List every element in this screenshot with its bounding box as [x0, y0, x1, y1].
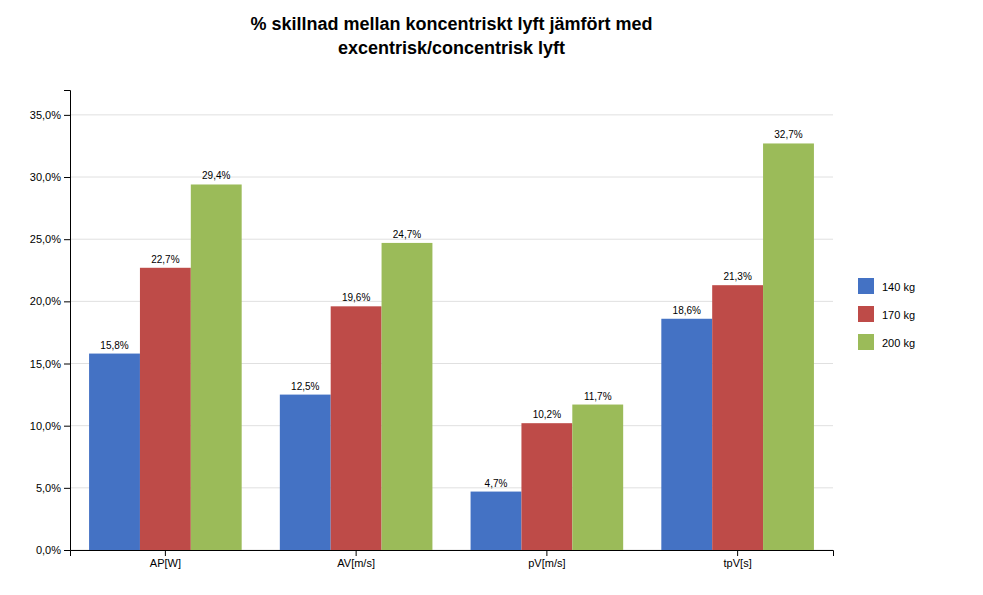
bar — [280, 395, 331, 550]
y-tick: 30,0% — [30, 171, 70, 183]
title: % skillnad mellan koncentriskt lyft jämf… — [250, 14, 652, 58]
y-axis: 0,0% 5,0% 10,0% 15,0% 20,0% 25,0% 30,0% 35,0% — [30, 91, 71, 557]
y-tick: 35,0% — [30, 109, 70, 121]
y-tick-mark — [64, 488, 70, 489]
x-axis-line — [71, 551, 834, 557]
grid-line — [70, 114, 833, 115]
y-tick: 10,0% — [30, 420, 70, 432]
legend-item: 170 kg — [858, 306, 915, 322]
plot: 15,8% 12,5% 4,7% 18,6% 22,7% 19,6% 10,2% 21,3% 2… — [30, 91, 834, 569]
data-label: 19,6% — [342, 292, 370, 303]
data-label: 21,3% — [723, 271, 751, 282]
bar — [89, 354, 140, 550]
data-label: 10,2% — [533, 409, 561, 420]
x-tick-mark — [737, 550, 738, 556]
legend-swatch — [858, 278, 874, 294]
y-tick-label: 10,0% — [30, 420, 61, 432]
x-tick: AV[m/s] — [337, 550, 375, 569]
legend-label: 200 kg — [882, 337, 915, 349]
data-label: 24,7% — [393, 229, 421, 240]
y-tick-mark — [64, 550, 70, 551]
grid — [70, 115, 833, 550]
data-label: 22,7% — [151, 254, 179, 265]
y-tick-label: 5,0% — [36, 482, 61, 494]
data-label: 18,6% — [673, 305, 701, 316]
y-axis-line — [64, 91, 71, 551]
bar — [521, 423, 572, 550]
y-tick-label: 25,0% — [30, 233, 61, 245]
y-tick-mark — [64, 301, 70, 302]
y-tick-label: 30,0% — [30, 171, 61, 183]
data-label: 32,7% — [774, 129, 802, 140]
y-tick: 25,0% — [30, 233, 70, 245]
x-tick-label: tpV[s] — [724, 557, 752, 569]
bar — [331, 306, 382, 550]
y-tick: 15,0% — [30, 358, 70, 370]
y-tick: 5,0% — [36, 482, 70, 494]
x-tick: AP[W] — [150, 550, 181, 569]
legend: 140 kg 170 kg 200 kg — [858, 278, 915, 350]
y-tick-label: 20,0% — [30, 295, 61, 307]
y-tick: 20,0% — [30, 295, 70, 307]
legend-item: 200 kg — [858, 334, 915, 350]
grid-line — [70, 177, 833, 178]
title-line: % skillnad mellan koncentriskt lyft jämf… — [250, 14, 652, 34]
y-tick-mark — [64, 115, 70, 116]
x-tick-label: pV[m/s] — [528, 557, 565, 569]
legend-swatch — [858, 306, 874, 322]
data-label: 11,7% — [584, 391, 612, 402]
x-axis: AP[W] AV[m/s] pV[m/s] tpV[s] — [71, 550, 834, 569]
bars — [89, 143, 814, 550]
legend-swatch — [858, 334, 874, 350]
title-line: excentrisk/concentrisk lyft — [338, 38, 565, 58]
bar — [140, 268, 191, 550]
y-tick-label: 0,0% — [36, 544, 61, 556]
data-label: 4,7% — [485, 478, 508, 489]
bar — [763, 143, 814, 550]
y-tick-mark — [64, 364, 70, 365]
data-labels: 15,8% 12,5% 4,7% 18,6% 22,7% 19,6% 10,2% 21,3% 2… — [100, 129, 802, 488]
y-tick: 0,0% — [36, 544, 70, 556]
data-label: 12,5% — [291, 381, 319, 392]
chart: % skillnad mellan koncentriskt lyft jämf… — [0, 0, 983, 595]
data-label: 29,4% — [202, 170, 230, 181]
bar — [661, 319, 712, 550]
y-tick-mark — [64, 177, 70, 178]
bar — [471, 492, 522, 550]
y-tick-mark — [64, 239, 70, 240]
legend-label: 170 kg — [882, 309, 915, 321]
x-tick-label: AV[m/s] — [337, 557, 375, 569]
y-tick-mark — [64, 426, 70, 427]
y-tick-label: 35,0% — [30, 109, 61, 121]
legend-label: 140 kg — [882, 281, 915, 293]
bar — [572, 405, 623, 550]
x-tick-mark — [165, 550, 166, 556]
grid-line — [70, 239, 833, 240]
x-tick: pV[m/s] — [528, 550, 565, 569]
x-tick-mark — [356, 550, 357, 556]
x-tick: tpV[s] — [724, 550, 752, 569]
x-tick-mark — [546, 550, 547, 556]
bar — [191, 184, 242, 550]
y-tick-label: 15,0% — [30, 358, 61, 370]
bar — [712, 285, 763, 550]
x-tick-label: AP[W] — [150, 557, 181, 569]
legend-item: 140 kg — [858, 278, 915, 294]
bar — [382, 243, 433, 550]
data-label: 15,8% — [100, 340, 128, 351]
